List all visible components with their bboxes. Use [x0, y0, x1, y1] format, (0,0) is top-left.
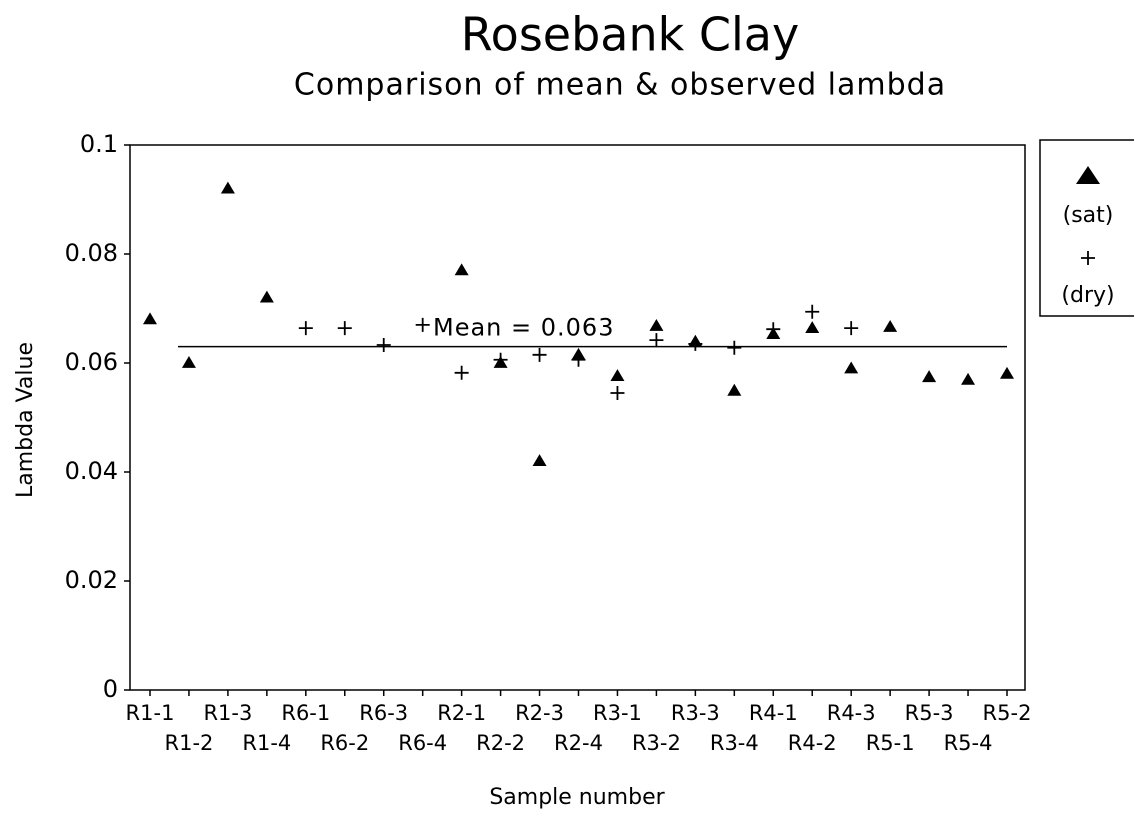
x-tick-label: R5-3: [905, 701, 954, 725]
y-tick-label: 0.06: [65, 348, 118, 376]
y-tick-label: 0.1: [80, 130, 118, 158]
point: [532, 347, 547, 362]
plot-frame: [129, 144, 1026, 691]
point: [571, 352, 586, 367]
y-tick-label: 0.02: [65, 566, 118, 594]
x-tick-label: R3-2: [632, 731, 681, 755]
y-tick-label: 0.08: [65, 239, 118, 267]
x-tick-label: R1-2: [165, 731, 214, 755]
point: [532, 454, 547, 466]
point: [415, 317, 430, 332]
legend-marker: [1081, 251, 1095, 265]
point: [181, 356, 196, 368]
x-tick-label: R6-4: [398, 731, 447, 755]
x-tick-label: R6-3: [359, 701, 408, 725]
point: [454, 365, 469, 380]
point: [376, 338, 391, 353]
mean-label: Mean = 0.063: [433, 314, 614, 342]
chart-title: Rosebank Clay: [461, 8, 799, 62]
point: [727, 383, 742, 396]
point: [1000, 366, 1014, 379]
x-tick-label: R2-2: [476, 731, 525, 755]
point: [259, 290, 274, 303]
y-tick-label: 0: [103, 675, 118, 703]
point: [805, 304, 820, 319]
point: [298, 321, 313, 336]
y-tick-label: 0.04: [65, 457, 118, 485]
point: [610, 369, 625, 381]
point: [805, 321, 820, 334]
point: [454, 263, 469, 276]
point: [220, 181, 235, 194]
point: [766, 322, 781, 337]
y-axis-label: Lambda Value: [13, 342, 38, 498]
legend-box: [1039, 139, 1134, 317]
x-tick-label: R2-4: [554, 731, 603, 755]
x-tick-label: R5-4: [944, 731, 993, 755]
x-tick-label: R2-1: [437, 701, 486, 725]
point: [493, 352, 508, 367]
point: [922, 370, 937, 383]
x-tick-label: R6-2: [320, 731, 369, 755]
x-tick-label: R3-1: [593, 701, 642, 725]
point: [610, 385, 625, 400]
point: [143, 312, 157, 325]
x-tick-label: R4-2: [788, 731, 837, 755]
point: [649, 318, 664, 331]
point: [688, 336, 703, 351]
x-tick-label: R5-2: [983, 701, 1032, 725]
point: [727, 340, 742, 355]
legend-label: (sat): [1063, 203, 1114, 228]
x-tick-label: R2-3: [515, 701, 564, 725]
x-tick-label: R1-1: [126, 701, 175, 725]
point: [337, 321, 352, 336]
x-tick-label: R5-1: [866, 731, 915, 755]
x-axis-label: Sample number: [489, 785, 665, 810]
point: [844, 321, 859, 336]
x-tick-label: R6-1: [281, 701, 330, 725]
x-tick-label: R3-4: [710, 731, 759, 755]
x-tick-label: R1-3: [203, 701, 252, 725]
x-tick-label: R4-1: [749, 701, 798, 725]
x-tick-label: R1-4: [242, 731, 291, 755]
point: [844, 361, 859, 374]
point: [961, 372, 976, 385]
point: [883, 320, 898, 332]
legend-label: (dry): [1061, 283, 1114, 308]
legend-marker: [1076, 166, 1100, 184]
point: [649, 333, 664, 348]
x-tick-label: R4-3: [827, 701, 876, 725]
x-tick-label: R3-3: [671, 701, 720, 725]
chart-subtitle: Comparison of mean & observed lambda: [294, 68, 946, 103]
